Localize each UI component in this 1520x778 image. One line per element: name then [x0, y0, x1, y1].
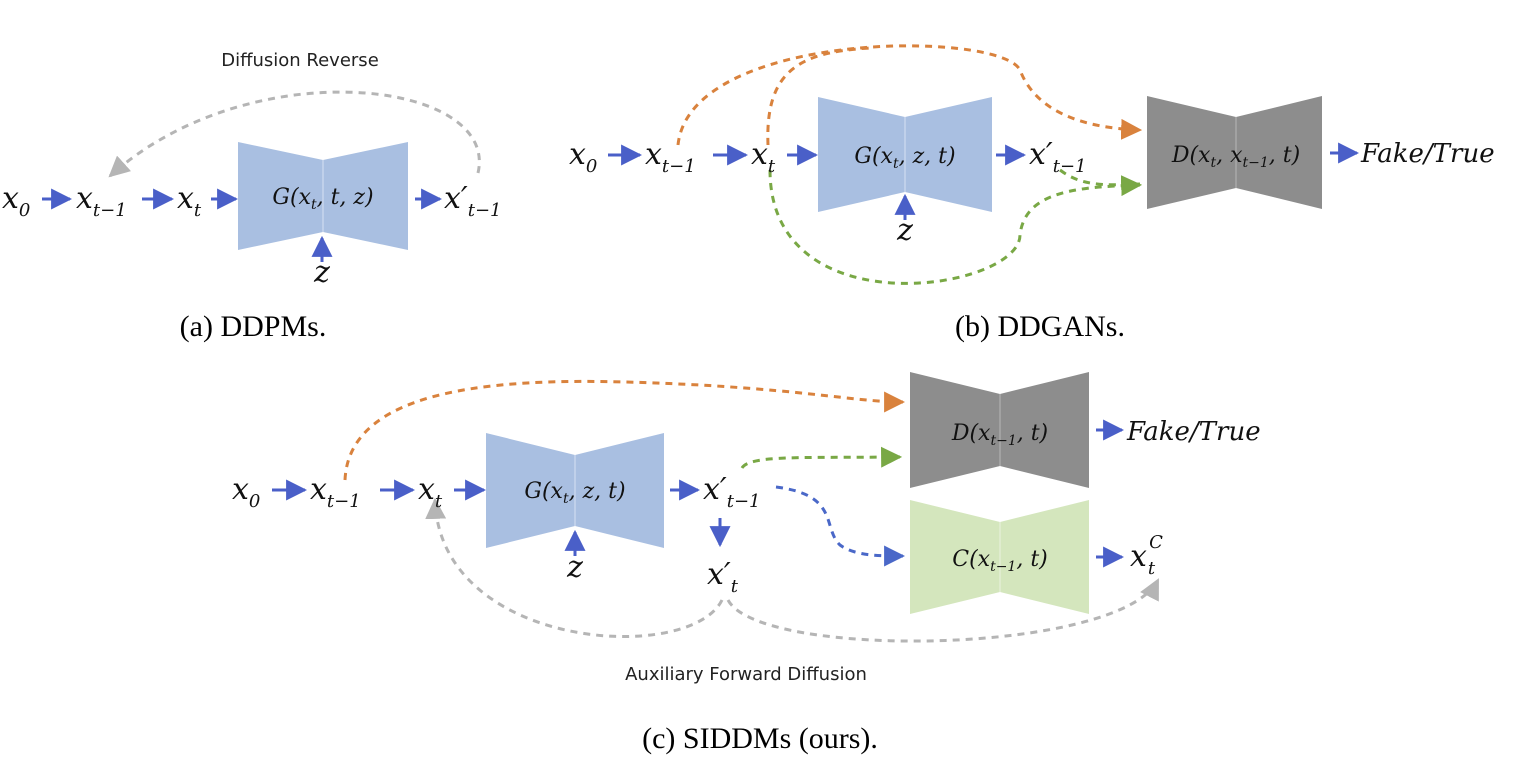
generator-block: G(xt, t, z)	[238, 142, 408, 250]
generator-right-half	[323, 142, 408, 250]
math-xt: xt	[177, 181, 202, 221]
orange-xtm1-to-D	[676, 44, 1143, 146]
classifier-block: C(xt−1, t)	[910, 500, 1089, 614]
label-diffusion-reverse: Diffusion Reverse	[221, 50, 379, 71]
math-x0: x0	[569, 137, 597, 177]
math-x0: x0	[232, 472, 260, 512]
classifier-left-half	[910, 500, 1000, 614]
orange-xt-to-D	[766, 46, 871, 146]
generator-block: G(xt, z, t)	[486, 433, 664, 548]
caption-c: (c) SIDDMs (ours).	[642, 722, 878, 755]
diffusion-reverse-arrow	[108, 90, 481, 178]
panel-c: G(xt, z, t) D(xt−1, t) C(xt−1, t) x0 xt−…	[232, 372, 1261, 755]
generator-label: G(xt, z, t)	[854, 144, 955, 172]
orange-xtm1-to-D	[343, 379, 906, 481]
discriminator-label: D(xt, xt−1, t)	[1171, 143, 1300, 171]
discriminator-right-half	[1236, 96, 1322, 209]
math-xtc: xtC	[1130, 532, 1163, 579]
math-xt: xt	[418, 472, 443, 512]
math-xprime-tm1: x′t−1	[444, 181, 502, 221]
math-xt: xt	[751, 137, 776, 177]
math-z: z	[313, 255, 330, 290]
output-fake-true: Fake/True	[1360, 139, 1495, 169]
discriminator-block: D(xt−1, t)	[910, 372, 1089, 488]
generator-left-half	[238, 142, 323, 250]
generator-right-half	[905, 97, 992, 212]
generator-right-half	[575, 433, 664, 548]
caption-b: (b) DDGANs.	[955, 310, 1125, 343]
panel-a: Diffusion Reverse G(xt, t, z) x0 xt−1 xt…	[2, 50, 502, 343]
label-aux-forward-diffusion: Auxiliary Forward Diffusion	[625, 664, 867, 685]
discriminator-left-half	[1147, 96, 1236, 209]
caption-a: (a) DDPMs.	[180, 310, 327, 343]
gray-aux-to-xtc	[726, 578, 1160, 643]
discriminator-left-half	[910, 372, 1000, 488]
generator-block: G(xt, z, t)	[818, 97, 992, 212]
discriminator-label: D(xt−1, t)	[951, 421, 1048, 449]
green-xprime-to-D	[740, 446, 903, 469]
math-z: z	[566, 550, 583, 585]
math-x0: x0	[2, 181, 30, 221]
generator-left-half	[818, 97, 905, 212]
math-z: z	[896, 213, 913, 248]
math-xtm1: xt−1	[76, 181, 127, 221]
math-xtm1: xt−1	[310, 472, 361, 512]
generator-left-half	[486, 433, 575, 548]
generator-label: G(xt, z, t)	[524, 479, 625, 507]
classifier-label: C(xt−1, t)	[952, 547, 1048, 575]
discriminator-block: D(xt, xt−1, t)	[1147, 96, 1322, 209]
green-xprime-to-D	[1059, 168, 1141, 187]
classifier-right-half	[1000, 500, 1089, 614]
blue-xprime-to-C	[775, 485, 906, 567]
math-xprime-tm1: x′t−1	[703, 472, 761, 512]
math-xtprime: x′t	[707, 557, 739, 597]
generator-label: G(xt, t, z)	[272, 185, 373, 213]
panel-b: G(xt, z, t) D(xt, xt−1, t) x0 xt−1 xt x′…	[569, 44, 1495, 343]
discriminator-right-half	[1000, 372, 1089, 488]
math-xtm1: xt−1	[645, 137, 696, 177]
output-fake-true: Fake/True	[1126, 417, 1261, 447]
green-xt-to-D	[768, 169, 1143, 285]
math-xprime-tm1: x′t−1	[1029, 137, 1087, 177]
